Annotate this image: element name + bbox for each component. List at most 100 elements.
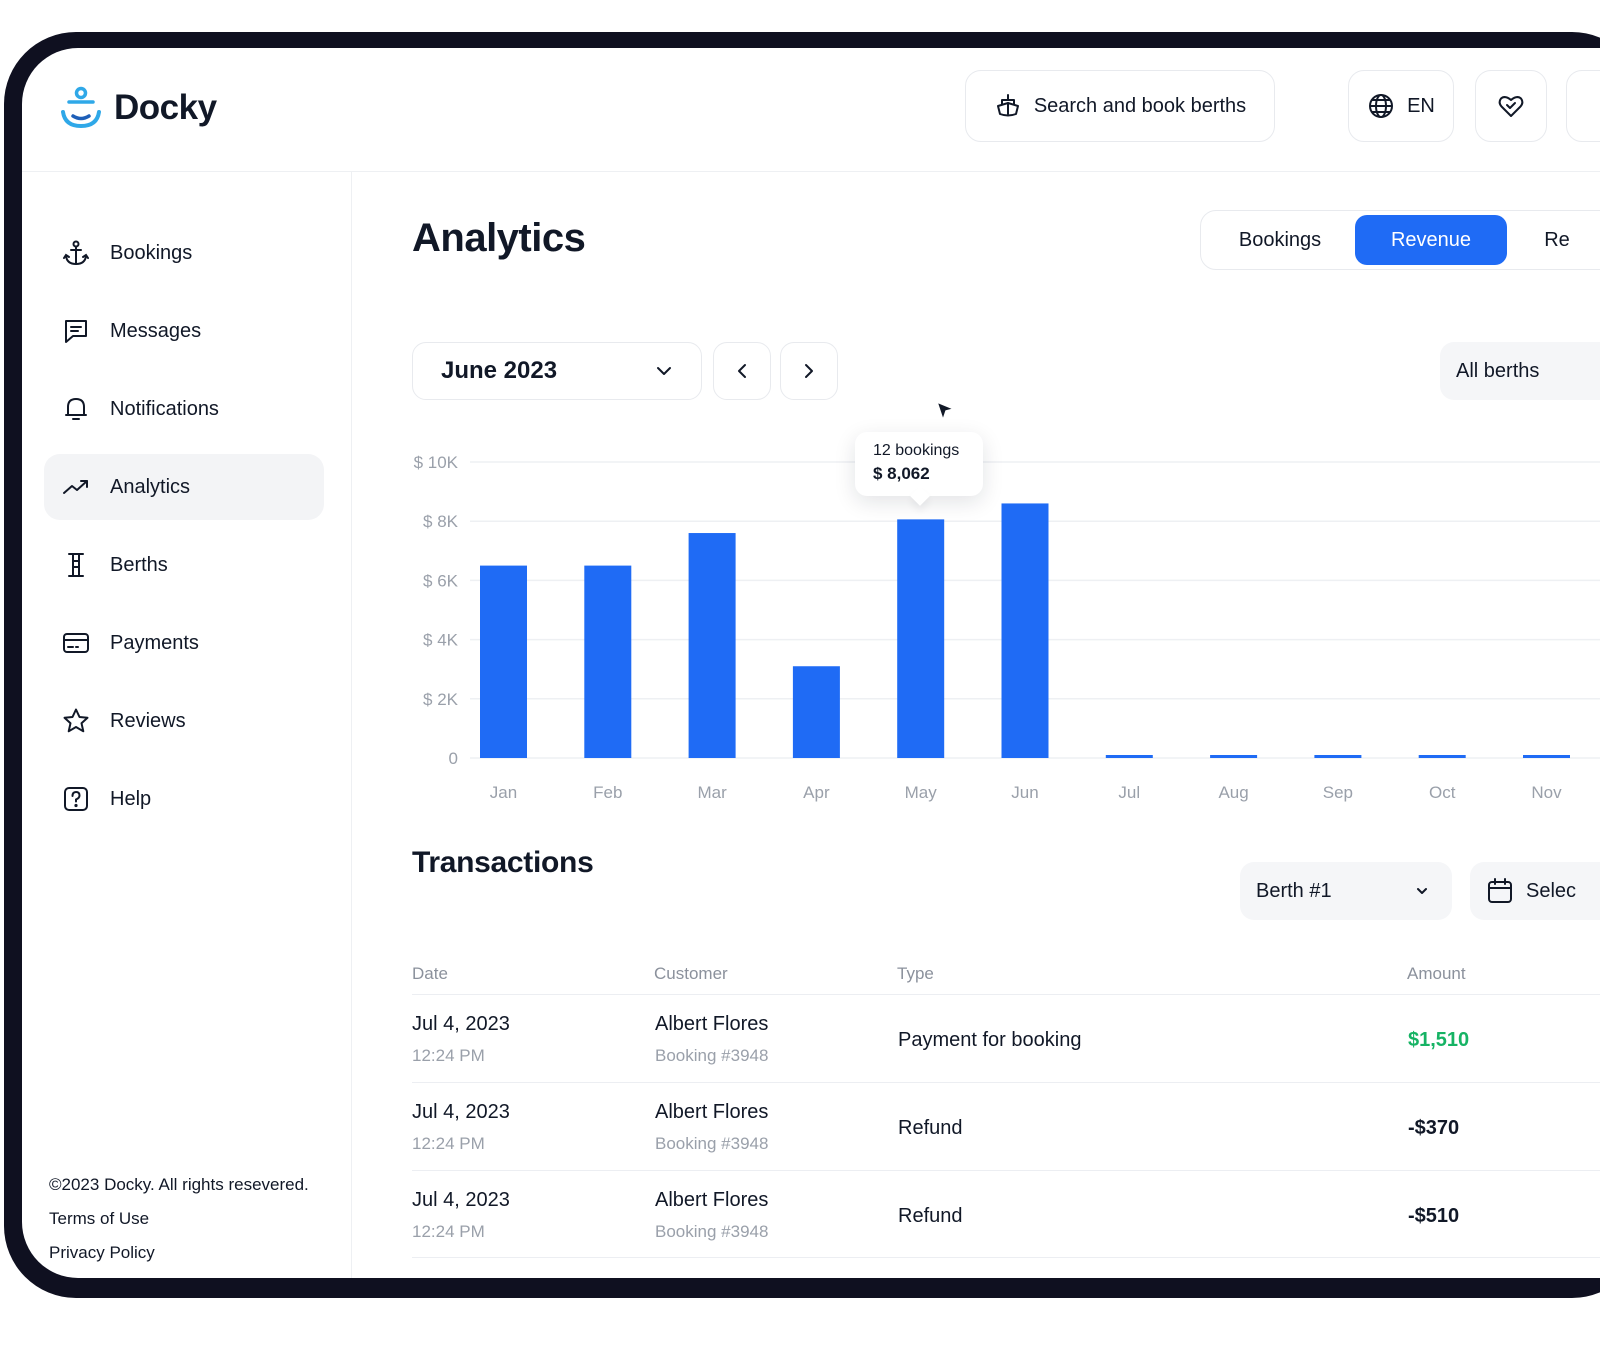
- transactions-date-select[interactable]: Selec: [1470, 862, 1600, 920]
- bar-jul: [1105, 755, 1153, 758]
- x-tick-label: Nov: [1531, 783, 1562, 802]
- table-row[interactable]: Jul 4, 2023 12:24 PM Albert Flores Booki…: [412, 1170, 1600, 1258]
- column-header-type: Type: [897, 964, 934, 983]
- bar-jun: [1001, 503, 1049, 758]
- bar-mar: [688, 533, 736, 758]
- bar-may: [897, 519, 945, 758]
- x-tick-label: Apr: [803, 783, 830, 802]
- bell-icon: [65, 398, 87, 420]
- language-label: EN: [1407, 94, 1435, 117]
- sidebar-item-label: Messages: [110, 319, 202, 342]
- berth-filter-select[interactable]: All berths: [1440, 342, 1600, 400]
- column-header-amount: Amount: [1407, 964, 1466, 983]
- sidebar-item-messages[interactable]: Messages: [44, 298, 324, 364]
- sidebar-item-payments[interactable]: Payments: [44, 610, 324, 676]
- x-tick-label: Jul: [1118, 783, 1140, 802]
- x-tick-label: Sep: [1323, 783, 1353, 802]
- row-date: Jul 4, 2023: [412, 1101, 510, 1123]
- row-date: Jul 4, 2023: [412, 1013, 510, 1035]
- sidebar-item-help[interactable]: Help: [44, 766, 324, 832]
- x-tick-label: May: [905, 783, 938, 802]
- calendar-icon: [1488, 878, 1512, 903]
- chevron-down-icon: [1417, 888, 1427, 894]
- month-select[interactable]: June 2023: [412, 342, 702, 400]
- bar-oct: [1418, 755, 1466, 758]
- row-type: Refund: [898, 1205, 963, 1227]
- row-amount: -$370: [1408, 1117, 1460, 1139]
- previous-month-button[interactable]: [713, 342, 771, 400]
- table-row[interactable]: Jul 4, 2023 12:24 PM Albert Flores Booki…: [412, 994, 1600, 1082]
- page-title: Analytics: [412, 216, 586, 260]
- profile-button[interactable]: [1566, 70, 1600, 142]
- berth-icon: [68, 553, 84, 577]
- chevron-right-icon: [805, 364, 813, 378]
- globe-icon: [1369, 94, 1394, 118]
- y-tick-label: $ 2K: [423, 690, 459, 709]
- revenue-bar-chart: 0 $ 2K $ 4K $ 6K $ 8K $ 10K Jan Feb Mar Apr May Jun…: [414, 453, 1600, 802]
- app-screen: Docky Search and book berths EN: [22, 48, 1600, 1278]
- sidebar-item-berths[interactable]: Berths: [44, 532, 324, 598]
- bar-jan: [480, 565, 527, 758]
- search-book-berths-button[interactable]: Search and book berths: [965, 70, 1275, 142]
- row-type: Refund: [898, 1117, 963, 1139]
- sidebar: Bookings Messages Notifications Analytic…: [22, 172, 352, 1278]
- row-customer: Albert Flores: [655, 1013, 769, 1035]
- bar-nov: [1523, 755, 1570, 758]
- row-amount: $1,510: [1408, 1029, 1470, 1051]
- transactions-title: Transactions: [412, 846, 594, 879]
- chart-tooltip: 12 bookings $ 8,062: [855, 432, 983, 496]
- tooltip-bookings: 12 bookings: [873, 442, 960, 459]
- sidebar-item-notifications[interactable]: Notifications: [44, 376, 324, 442]
- x-tick-label: Aug: [1218, 783, 1248, 802]
- terms-link[interactable]: Terms of Use: [49, 1209, 150, 1228]
- favorites-button[interactable]: [1475, 70, 1547, 142]
- sidebar-item-reviews[interactable]: Reviews: [44, 688, 324, 754]
- y-tick-label: $ 4K: [423, 631, 459, 650]
- table-row[interactable]: Jul 4, 2023 12:24 PM Albert Flores Booki…: [412, 1082, 1600, 1170]
- sidebar-item-label: Notifications: [110, 397, 219, 420]
- star-icon: [63, 708, 89, 733]
- x-tick-label: Jun: [1011, 783, 1038, 802]
- mouse-cursor-icon: [936, 401, 955, 421]
- row-customer: Albert Flores: [655, 1189, 769, 1211]
- sidebar-item-label: Help: [110, 787, 152, 810]
- bar-sep: [1314, 755, 1362, 758]
- card-icon: [63, 633, 89, 653]
- x-tick-label: Feb: [593, 783, 622, 802]
- trending-up-icon: [63, 480, 88, 494]
- row-booking: Booking #3948: [655, 1046, 769, 1065]
- logo[interactable]: Docky: [60, 86, 217, 130]
- anchor-icon: [63, 240, 89, 266]
- privacy-link[interactable]: Privacy Policy: [49, 1243, 155, 1262]
- sidebar-item-bookings[interactable]: Bookings: [44, 220, 324, 286]
- row-booking: Booking #3948: [655, 1134, 769, 1153]
- row-customer: Albert Flores: [655, 1101, 769, 1123]
- sidebar-item-label: Analytics: [110, 475, 191, 498]
- next-month-button[interactable]: [780, 342, 838, 400]
- tab-bookings[interactable]: Bookings: [1238, 228, 1322, 251]
- sidebar-item-label: Bookings: [110, 241, 193, 264]
- berth-filter-value: All berths: [1456, 359, 1540, 382]
- anchor-logo-icon: [61, 86, 101, 129]
- bar-aug: [1210, 755, 1258, 758]
- search-book-berths-label: Search and book berths: [1033, 94, 1247, 117]
- row-date: Jul 4, 2023: [412, 1189, 510, 1211]
- sidebar-item-analytics[interactable]: Analytics: [44, 454, 324, 520]
- y-tick-label: $ 10K: [414, 453, 459, 472]
- help-icon: [64, 787, 88, 811]
- transactions-date-value: Selec: [1526, 879, 1577, 902]
- language-button[interactable]: EN: [1348, 70, 1454, 142]
- revenue-chart: 0 $ 2K $ 4K $ 6K $ 8K $ 10K Jan Feb Mar Apr May Jun…: [402, 432, 1600, 812]
- transactions-berth-value: Berth #1: [1256, 879, 1332, 902]
- tab-reviews[interactable]: Re: [1544, 228, 1570, 251]
- app-name: Docky: [114, 88, 217, 127]
- tab-revenue[interactable]: Revenue: [1355, 215, 1507, 265]
- sidebar-item-label: Reviews: [110, 709, 186, 732]
- x-tick-label: Jan: [490, 783, 517, 802]
- device-frame: Docky Search and book berths EN: [4, 32, 1600, 1298]
- x-tick-label: Oct: [1429, 783, 1456, 802]
- y-tick-label: $ 6K: [423, 571, 459, 590]
- column-header-date: Date: [412, 964, 448, 983]
- transactions-berth-select[interactable]: Berth #1: [1240, 862, 1452, 920]
- heart-check-icon: [1498, 96, 1524, 117]
